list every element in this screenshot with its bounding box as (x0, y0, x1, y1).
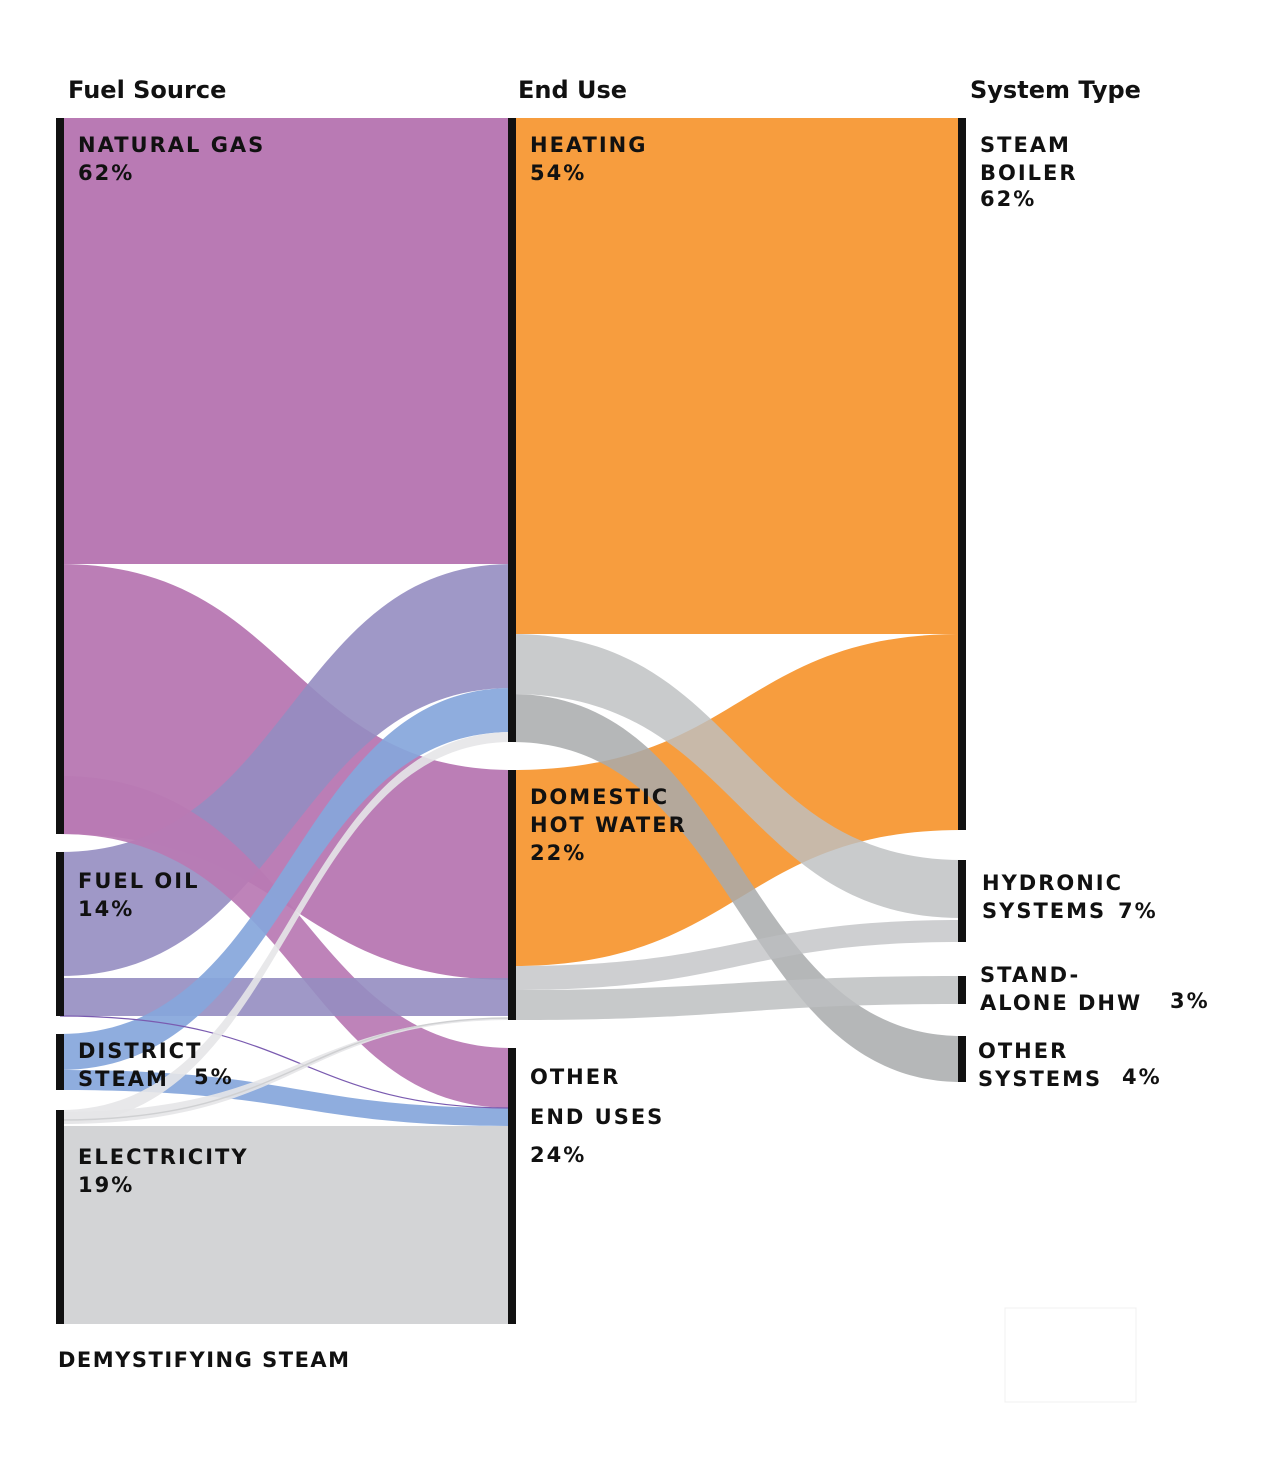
flow-fuel-oil-to-dhw (60, 978, 512, 1016)
label-natural-gas-pct: 62% (78, 161, 134, 185)
flow-electricity-to-heating (60, 732, 512, 1124)
header-system-type: System Type (970, 76, 1141, 104)
bar-other-systems (958, 1036, 966, 1082)
fuel-to-enduse-flows (59, 118, 513, 1324)
label-steam-boiler-pct: 62% (980, 187, 1036, 211)
label-other-systems-2: SYSTEMS (978, 1067, 1102, 1091)
flow-electricity-to-other-end-uses (60, 1126, 512, 1324)
label-other-end-uses-pct: 24% (530, 1143, 586, 1167)
label-fuel-oil-pct: 14% (78, 897, 134, 921)
label-natural-gas: NATURAL GAS (78, 133, 265, 157)
label-dhw: DOMESTIC (530, 785, 669, 809)
bar-heating (508, 118, 516, 742)
flow-fuel-oil-to-other-thin (59, 1015, 513, 1109)
bar-electricity (56, 1110, 64, 1324)
label-heating-pct: 54% (530, 161, 586, 185)
flow-fuel-oil-to-heating (60, 564, 512, 976)
label-standalone-pct: 3% (1170, 989, 1210, 1013)
label-dhw-pct: 22% (530, 841, 586, 865)
label-electricity: ELECTRICITY (78, 1145, 249, 1169)
bar-other-end-uses (508, 1048, 516, 1324)
flow-electricity-to-dhw (60, 1018, 512, 1124)
flow-dhw-to-standalone-dhw (512, 976, 962, 1020)
bar-steam-boiler (958, 118, 966, 830)
flow-heating-to-other-systems (512, 694, 962, 1082)
flow-other-to-standalone-thin (59, 1017, 513, 1121)
bar-dhw (508, 770, 516, 1020)
bar-standalone-dhw (958, 976, 966, 1004)
flow-heating-to-steam-boiler (512, 118, 962, 634)
empty-placeholder-box (1004, 1307, 1137, 1403)
label-steam-boiler-2: BOILER (980, 161, 1078, 185)
label-district-steam-pct: 5% (194, 1065, 234, 1089)
label-dhw-2: HOT WATER (530, 813, 687, 837)
header-fuel-source: Fuel Source (68, 76, 226, 104)
label-other-end-uses-2: END USES (530, 1105, 664, 1129)
enduse-to-system-flows (59, 118, 962, 1121)
bar-hydronic (958, 860, 966, 942)
header-end-use: End Use (518, 76, 627, 104)
bar-natural-gas (56, 118, 64, 834)
label-hydronic: HYDRONIC (982, 871, 1123, 895)
label-district-steam: DISTRICT (78, 1039, 202, 1063)
label-other-end-uses: OTHER (530, 1065, 620, 1089)
node-bars (56, 118, 966, 1324)
label-standalone-2: ALONE DHW (980, 991, 1142, 1015)
label-district-steam-2: STEAM (78, 1067, 169, 1091)
flow-dhw-to-hydronic (512, 920, 962, 990)
bar-fuel-oil (56, 852, 64, 1016)
label-hydronic-2: SYSTEMS (982, 899, 1106, 923)
footer-title: DEMYSTIFYING STEAM (58, 1348, 351, 1372)
flow-heating-to-hydronic (512, 634, 962, 918)
flow-natural-gas-to-heating (60, 118, 512, 564)
label-other-systems: OTHER (978, 1039, 1068, 1063)
label-hydronic-pct: 7% (1118, 899, 1158, 923)
label-electricity-pct: 19% (78, 1173, 134, 1197)
label-other-systems-pct: 4% (1122, 1065, 1162, 1089)
flow-natural-gas-to-other-end-uses (60, 776, 512, 1108)
flow-district-steam-to-heating (60, 688, 512, 1070)
label-steam-boiler: STEAM (980, 133, 1071, 157)
label-standalone: STAND- (980, 963, 1080, 987)
label-heating: HEATING (530, 133, 648, 157)
bar-district-steam (56, 1034, 64, 1090)
label-fuel-oil: FUEL OIL (78, 869, 199, 893)
